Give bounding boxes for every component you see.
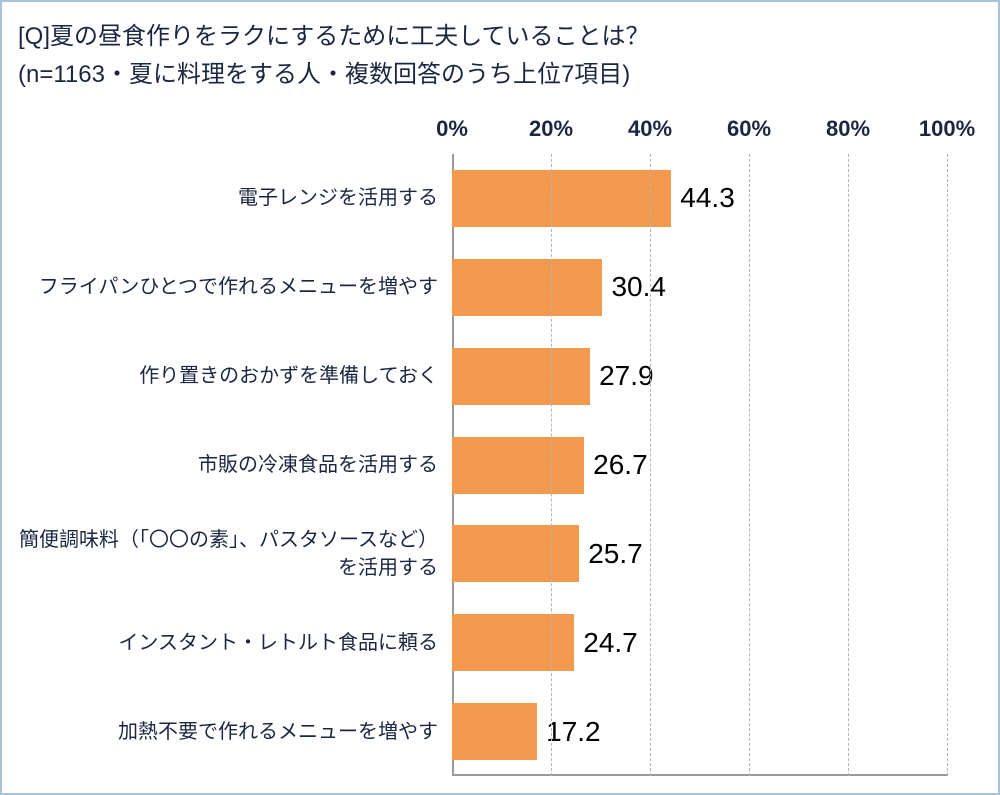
chart-title: [Q]夏の昼食作りをラクにするために工夫していることは？ bbox=[18, 23, 650, 50]
bar bbox=[452, 703, 538, 761]
bar-row: インスタント・レトルト食品に頼る 24.7 bbox=[2, 598, 998, 687]
category-label: フライパンひとつで作れるメニューを増やす bbox=[38, 276, 438, 299]
x-axis-tick-label: 80% bbox=[825, 116, 871, 141]
x-axis-tick-label: 20% bbox=[528, 116, 574, 141]
bar-row: フライパンひとつで作れるメニューを増やす 30.4 bbox=[2, 243, 998, 332]
value-label: 26.7 bbox=[593, 449, 648, 480]
value-label: 17.2 bbox=[546, 715, 601, 747]
bar-cell: 17.2 bbox=[452, 687, 947, 776]
category-label: 加熱不要で作れるメニューを増やす bbox=[118, 720, 438, 743]
bar-cell: 30.4 bbox=[452, 243, 947, 332]
x-axis: 0% 20% 40% 60% 80% 100% bbox=[2, 112, 998, 154]
bar-cell: 25.7 bbox=[452, 509, 947, 598]
bar-cell: 24.7 bbox=[452, 598, 947, 687]
chart-subtitle: (n=1163・夏に料理をする人・複数回答のうち上位7項目) bbox=[18, 60, 631, 88]
category-label: 作り置きのおかずを準備しておく bbox=[139, 365, 438, 388]
category-label: 簡便調味料（「〇〇の素」、パスタソースなど）を活用する bbox=[19, 528, 438, 579]
bar-row: 市販の冷凍食品を活用する 26.7 bbox=[2, 421, 998, 510]
rows: 電子レンジを活用する 44.3 フライパンひとつで作れるメニューを増やす 30.4 作り… bbox=[2, 154, 998, 776]
bar-row: 作り置きのおかずを準備しておく 27.9 bbox=[2, 332, 998, 421]
chart-header: [Q]夏の昼食作りをラクにするために工夫していることは？ (n=1163・夏に料… bbox=[2, 2, 998, 94]
category-label: 市販の冷凍食品を活用する bbox=[198, 454, 438, 476]
x-axis-tick-label: 40% bbox=[627, 116, 673, 141]
bar bbox=[452, 258, 603, 316]
bar-row: 加熱不要で作れるメニューを増やす 17.2 bbox=[2, 687, 998, 776]
bar bbox=[452, 525, 580, 583]
bar-row: 簡便調味料（「〇〇の素」、パスタソースなど）を活用する 25.7 bbox=[2, 509, 998, 598]
category-label: 電子レンジを活用する bbox=[238, 187, 438, 210]
x-axis-tick-label: 100% bbox=[918, 116, 976, 141]
category-label: インスタント・レトルト食品に頼る bbox=[118, 631, 438, 654]
value-label: 30.4 bbox=[611, 271, 666, 303]
chart-body: 0% 20% 40% 60% 80% 100% 電子レンジを活用する 44.3 フライパンひと… bbox=[2, 112, 998, 793]
value-label: 27.9 bbox=[599, 360, 654, 392]
bar bbox=[452, 614, 575, 672]
plot-region: 電子レンジを活用する 44.3 フライパンひとつで作れるメニューを増やす 30.4 作り… bbox=[2, 154, 998, 776]
value-label: 24.7 bbox=[583, 626, 638, 658]
bar-cell: 27.9 bbox=[452, 332, 947, 421]
value-label: 44.3 bbox=[680, 182, 735, 214]
x-axis-tick-label: 0% bbox=[436, 116, 468, 141]
bar bbox=[452, 347, 591, 405]
value-label: 25.7 bbox=[588, 537, 643, 569]
bar-row: 電子レンジを活用する 44.3 bbox=[2, 154, 998, 243]
x-axis-tick-label: 60% bbox=[726, 116, 772, 141]
bar bbox=[452, 436, 585, 494]
bar-cell: 44.3 bbox=[452, 154, 947, 243]
bar-cell: 26.7 bbox=[452, 421, 947, 510]
bar bbox=[452, 169, 672, 227]
